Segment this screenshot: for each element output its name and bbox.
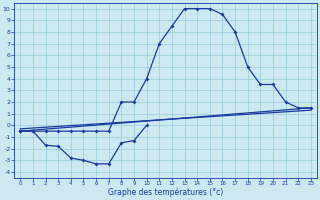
X-axis label: Graphe des températures (°c): Graphe des températures (°c) xyxy=(108,188,223,197)
